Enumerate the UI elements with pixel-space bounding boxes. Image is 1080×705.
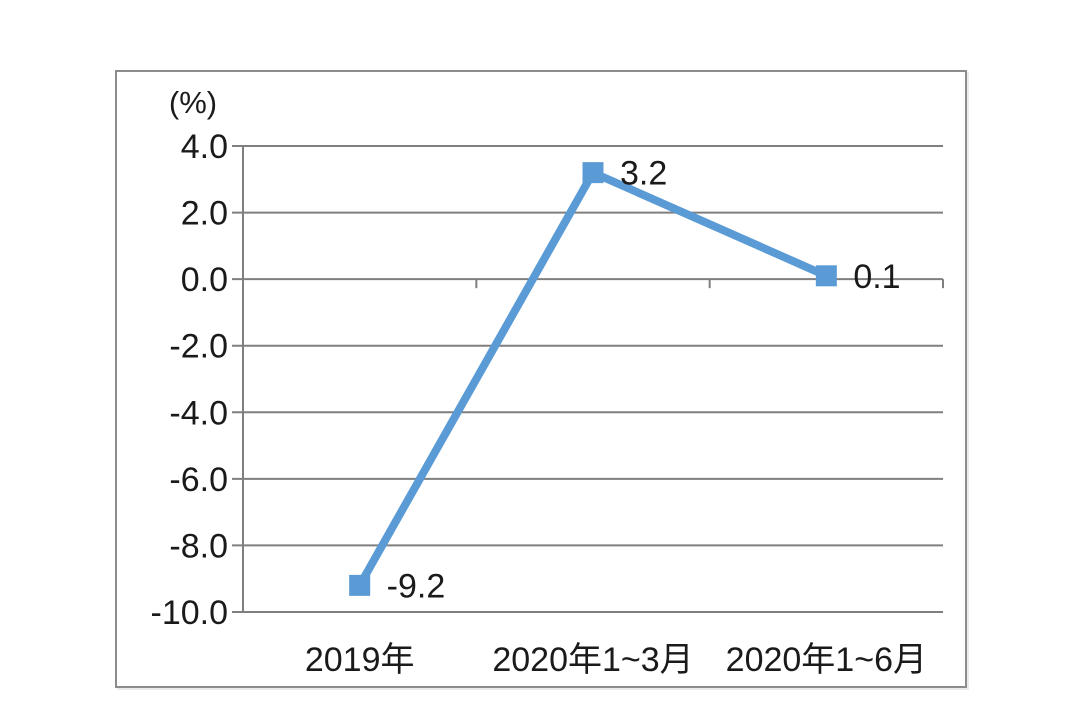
x-category-label: 2020年1~3月 — [492, 641, 693, 679]
data-point-marker — [815, 265, 837, 287]
y-tick-label: -2.0 — [169, 328, 228, 366]
y-tick-label: -4.0 — [169, 394, 228, 432]
data-point-label: -9.2 — [387, 567, 446, 605]
data-point-label: 3.2 — [620, 155, 667, 193]
data-point-marker — [349, 574, 371, 596]
y-tick-label: 0.0 — [181, 261, 228, 299]
series-line — [356, 167, 828, 588]
data-point-marker — [582, 162, 604, 184]
y-tick-label: -8.0 — [169, 527, 228, 565]
data-point-label: 0.1 — [853, 258, 900, 296]
chart-border-frame — [115, 70, 967, 688]
x-category-label: 2019年 — [305, 641, 415, 679]
y-axis-unit-label: (%) — [168, 85, 218, 120]
y-tick-label: 4.0 — [181, 128, 228, 166]
y-tick-label: -10.0 — [151, 594, 229, 632]
x-category-label: 2020年1~6月 — [726, 641, 927, 679]
y-tick-label: -6.0 — [169, 461, 228, 499]
y-tick-label: 2.0 — [181, 195, 228, 233]
